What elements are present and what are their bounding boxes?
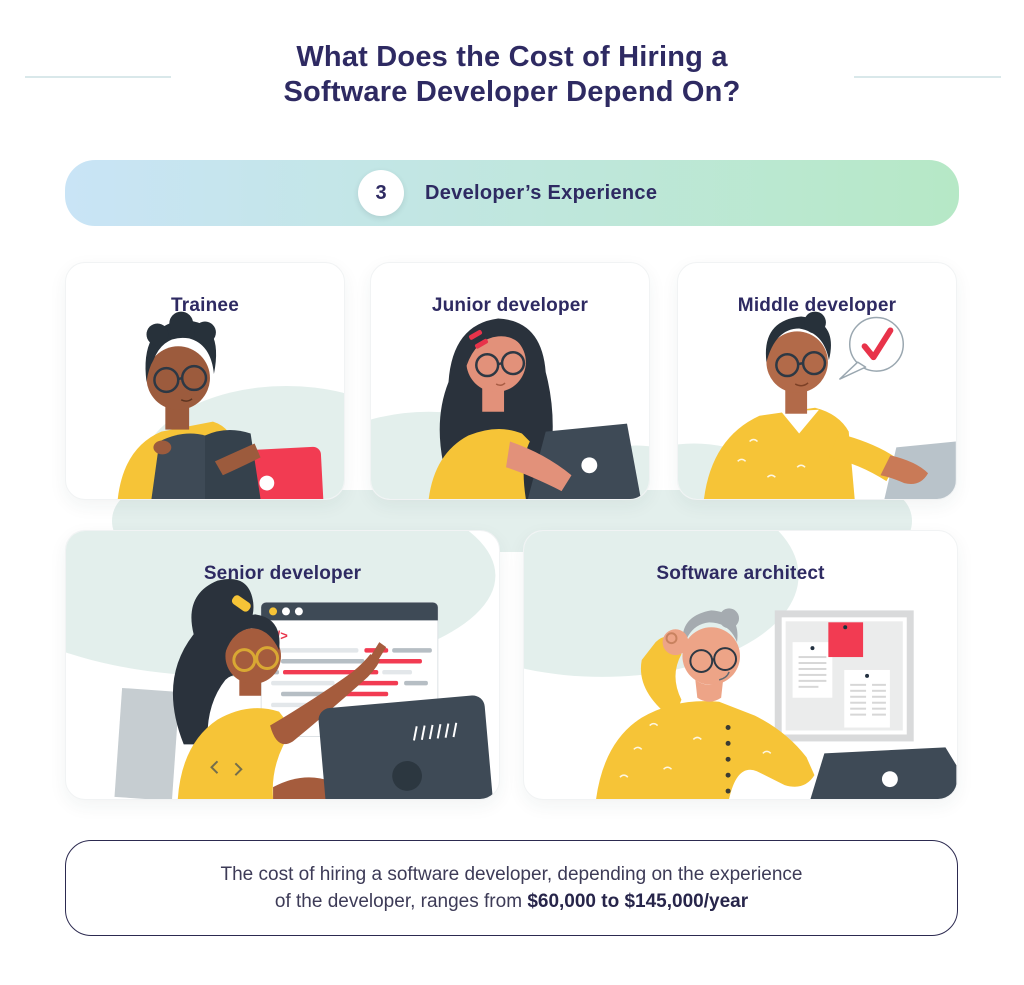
glasses-icon (153, 364, 208, 394)
title-side-line-right (854, 76, 1001, 78)
junior-person (428, 322, 572, 499)
speech-bubble (839, 316, 905, 380)
note-line2: of the developer, ranges from $60,000 to… (275, 888, 748, 915)
pointing-finger (368, 642, 387, 665)
checkmark-icon (861, 327, 894, 361)
red-sticky-note (828, 622, 864, 658)
hand (153, 440, 172, 455)
glasses-icon (775, 351, 827, 378)
pointing-arm (270, 654, 381, 745)
browser-dots-icon (269, 607, 303, 616)
arm (214, 443, 261, 476)
card-architect-title: Software architect (656, 563, 825, 584)
card-senior-title: Senior developer (203, 563, 362, 584)
page-title-line2: Software Developer Depend On? (283, 76, 741, 108)
middle-person (703, 311, 929, 499)
section-label: Developer’s Experience (425, 182, 658, 204)
pinboard (774, 610, 914, 742)
card-junior: Junior developer (370, 262, 650, 500)
card-trainee: Trainee (65, 262, 345, 500)
architect-person (596, 608, 815, 799)
shirt-squiggles (737, 438, 806, 478)
pinned-note (792, 642, 833, 698)
title-side-line-left (25, 76, 171, 78)
resting-hand (273, 777, 331, 799)
note-salary-range: $60,000 to $145,000/year (527, 891, 749, 912)
glasses-icon (475, 351, 526, 378)
hair-band (231, 595, 251, 612)
pinned-note (844, 669, 890, 728)
card-architect: Software architect (523, 530, 958, 800)
senior-illustration: </> (66, 531, 496, 799)
junior-illustration (371, 318, 649, 499)
card-middle: Middle developer (677, 262, 957, 500)
page-title-line1: What Does the Cost of Hiring a (296, 41, 728, 73)
note-line1: The cost of hiring a software developer,… (220, 864, 803, 885)
shirt-squiggles (619, 722, 772, 778)
note-line2-regular: of the developer, ranges from (274, 891, 528, 912)
card-senior: Senior developer </> (65, 530, 500, 800)
page-title: What Does the Cost of Hiring a Software … (0, 40, 1024, 110)
shirt-code-marks (210, 760, 243, 776)
glasses-icon (689, 647, 738, 673)
card-junior-title: Junior developer (431, 295, 589, 316)
card-trainee-title: Trainee (171, 295, 239, 316)
architect-illustration (524, 531, 957, 799)
chair (114, 687, 180, 799)
middle-illustration (678, 311, 956, 499)
section-number-badge: 3 (358, 170, 404, 216)
senior-person (172, 578, 387, 799)
summary-note: The cost of hiring a software developer,… (65, 840, 958, 936)
dark-laptop (810, 747, 957, 799)
raised-sleeve (640, 636, 682, 720)
trainee-illustration (117, 311, 344, 499)
hair-clip (469, 329, 489, 349)
monitor (318, 695, 494, 799)
glasses-icon (232, 646, 280, 672)
shirt-buttons (725, 725, 731, 794)
section-banner: 3 Developer’s Experience (65, 160, 959, 226)
hand (880, 455, 929, 485)
card-middle-title: Middle developer (737, 295, 897, 316)
